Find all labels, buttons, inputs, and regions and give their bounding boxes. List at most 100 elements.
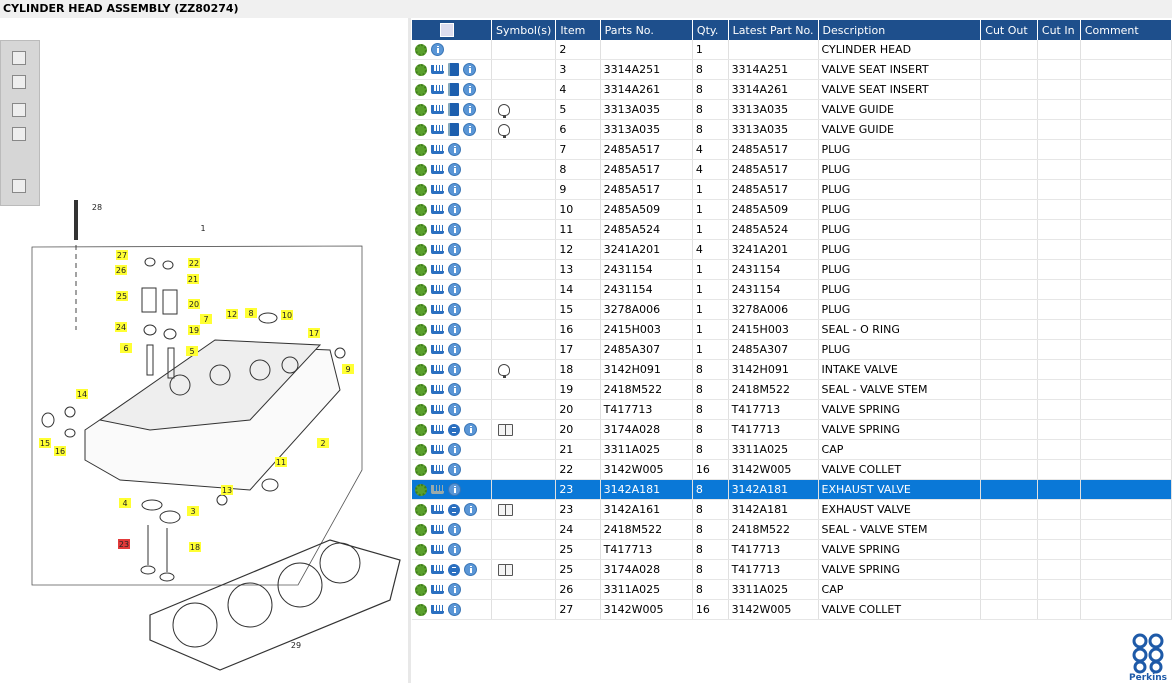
info-icon[interactable]: [448, 383, 461, 397]
part-row[interactable]: 18 3142H091 8 3142H091 INTAKE VALVE: [412, 359, 1172, 380]
manual-symbol[interactable]: [498, 424, 514, 436]
splitter[interactable]: [408, 18, 411, 683]
cart-icon[interactable]: [431, 565, 444, 575]
info-icon[interactable]: [448, 403, 461, 417]
info-icon[interactable]: [448, 283, 461, 297]
bulb-symbol[interactable]: [498, 124, 511, 138]
cart-icon[interactable]: [431, 425, 444, 435]
part-row[interactable]: 8 2485A517 4 2485A517 PLUG: [412, 159, 1172, 180]
gear-icon[interactable]: [415, 463, 427, 476]
callout[interactable]: 4: [119, 498, 131, 508]
gear-icon[interactable]: [415, 483, 427, 496]
info-icon[interactable]: [448, 263, 461, 277]
gear-icon[interactable]: [415, 503, 427, 516]
gear-icon[interactable]: [415, 123, 427, 136]
gear-icon[interactable]: [415, 263, 427, 276]
fit-button[interactable]: [12, 103, 26, 117]
book-icon[interactable]: [448, 123, 459, 137]
cart-icon[interactable]: [431, 105, 444, 115]
part-row[interactable]: 17 2485A307 1 2485A307 PLUG: [412, 339, 1172, 360]
cart-icon[interactable]: [431, 605, 444, 615]
info-icon[interactable]: [431, 43, 444, 57]
column-header[interactable]: Latest Part No.: [728, 20, 819, 40]
bulb-symbol[interactable]: [498, 364, 511, 378]
cart-icon[interactable]: [431, 385, 444, 395]
column-header[interactable]: Cut In: [1037, 20, 1081, 40]
part-row[interactable]: 20 T417713 8 T417713 VALVE SPRING: [412, 399, 1172, 420]
callout[interactable]: 23: [118, 539, 130, 549]
cart-icon[interactable]: [431, 205, 444, 215]
gear-icon[interactable]: [415, 63, 427, 76]
callout[interactable]: 9: [342, 364, 354, 374]
cart-icon[interactable]: [431, 245, 444, 255]
column-header[interactable]: Description: [818, 20, 982, 40]
callout[interactable]: 2: [317, 438, 329, 448]
book-icon[interactable]: [448, 103, 459, 117]
gear-icon[interactable]: [415, 363, 427, 376]
callout[interactable]: 12: [226, 309, 238, 319]
gear-icon[interactable]: [415, 423, 427, 436]
part-row[interactable]: 14 2431154 1 2431154 PLUG: [412, 279, 1172, 300]
gear-icon[interactable]: [415, 563, 427, 576]
search-icon[interactable]: [440, 23, 454, 37]
callout[interactable]: 28: [92, 203, 102, 212]
column-header[interactable]: Parts No.: [600, 20, 693, 40]
part-row[interactable]: 12 3241A201 4 3241A201 PLUG: [412, 239, 1172, 260]
part-row[interactable]: 13 2431154 1 2431154 PLUG: [412, 259, 1172, 280]
info-icon[interactable]: [448, 203, 461, 217]
info-icon[interactable]: [448, 483, 461, 497]
callout[interactable]: 16: [54, 446, 66, 456]
info-icon[interactable]: [448, 463, 461, 477]
part-row[interactable]: 21 3311A025 8 3311A025 CAP: [412, 439, 1172, 460]
actual-size-button[interactable]: [12, 127, 26, 141]
gear-icon[interactable]: [415, 323, 427, 336]
info-icon[interactable]: [448, 183, 461, 197]
callout[interactable]: 3: [187, 506, 199, 516]
column-header[interactable]: Item: [555, 20, 601, 40]
gear-icon[interactable]: [415, 303, 427, 316]
gear-icon[interactable]: [415, 163, 427, 176]
callout[interactable]: 11: [275, 457, 287, 467]
part-row[interactable]: 16 2415H003 1 2415H003 SEAL - O RING: [412, 319, 1172, 340]
callout[interactable]: 7: [200, 314, 212, 324]
info-icon[interactable]: [448, 603, 461, 617]
zoom-out-button[interactable]: [12, 75, 26, 89]
cart-icon[interactable]: [431, 225, 444, 235]
info-icon[interactable]: [448, 523, 461, 537]
info-icon[interactable]: [448, 583, 461, 597]
gear-icon[interactable]: [415, 583, 427, 596]
column-header[interactable]: Symbol(s): [491, 20, 557, 40]
cart-gray-icon[interactable]: [431, 485, 444, 495]
manual-symbol[interactable]: [498, 504, 514, 516]
info-icon[interactable]: [448, 163, 461, 177]
info-icon[interactable]: [448, 363, 461, 377]
gear-icon[interactable]: [415, 43, 427, 56]
gear-icon[interactable]: [415, 383, 427, 396]
cart-icon[interactable]: [431, 445, 444, 455]
info-icon[interactable]: [448, 323, 461, 337]
cart-icon[interactable]: [431, 285, 444, 295]
s-icon[interactable]: [448, 563, 460, 576]
callout[interactable]: 8: [245, 308, 257, 318]
info-icon[interactable]: [464, 423, 477, 437]
info-icon[interactable]: [463, 63, 476, 77]
part-row[interactable]: 23 3142A161 8 3142A181 EXHAUST VALVE: [412, 499, 1172, 520]
gear-icon[interactable]: [415, 603, 427, 616]
info-icon[interactable]: [448, 223, 461, 237]
callout[interactable]: 1: [200, 224, 205, 233]
cart-icon[interactable]: [431, 325, 444, 335]
info-icon[interactable]: [448, 303, 461, 317]
column-header[interactable]: Cut Out: [980, 20, 1038, 40]
part-row[interactable]: 6 3313A035 8 3313A035 VALVE GUIDE: [412, 119, 1172, 140]
manual-symbol[interactable]: [498, 564, 514, 576]
part-row[interactable]: 27 3142W005 16 3142W005 VALVE COLLET: [412, 599, 1172, 620]
part-row[interactable]: 24 2418M522 8 2418M522 SEAL - VALVE STEM: [412, 519, 1172, 540]
info-icon[interactable]: [448, 543, 461, 557]
part-row[interactable]: 15 3278A006 1 3278A006 PLUG: [412, 299, 1172, 320]
cart-icon[interactable]: [431, 305, 444, 315]
gear-icon[interactable]: [415, 243, 427, 256]
cart-icon[interactable]: [431, 125, 444, 135]
info-icon[interactable]: [463, 83, 476, 97]
info-icon[interactable]: [464, 503, 477, 517]
gear-icon[interactable]: [415, 183, 427, 196]
